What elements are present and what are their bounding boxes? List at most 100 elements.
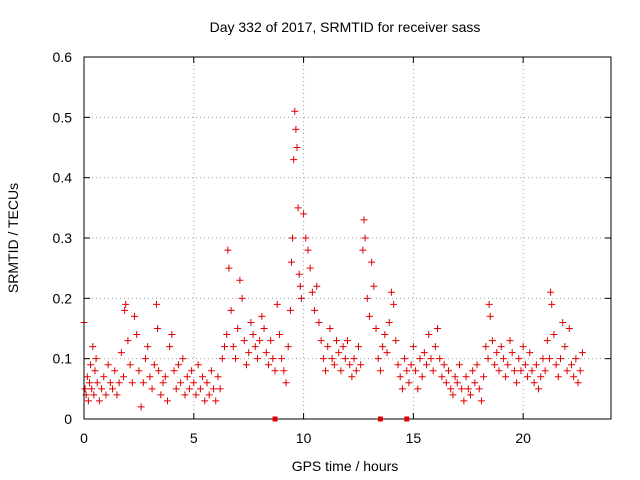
data-point (282, 379, 290, 387)
data-point (528, 367, 536, 375)
data-point (535, 385, 543, 393)
data-point (387, 288, 395, 296)
data-point (150, 361, 158, 369)
data-point (236, 276, 244, 284)
data-point (572, 355, 580, 363)
data-point (530, 379, 538, 387)
data-point (240, 337, 248, 345)
data-point (294, 204, 302, 212)
data-point (177, 379, 185, 387)
x-tick-label: 20 (515, 430, 531, 446)
data-point (216, 385, 224, 393)
data-point (370, 282, 378, 290)
data-point (304, 246, 312, 254)
y-tick-label: 0.6 (53, 49, 73, 65)
data-point (499, 355, 507, 363)
data-point (201, 397, 209, 405)
data-point (491, 361, 499, 369)
x-axis-marker (377, 416, 383, 422)
data-point (519, 343, 527, 351)
data-point (497, 343, 505, 351)
data-point (473, 361, 481, 369)
data-point (271, 367, 279, 375)
data-point (434, 325, 442, 332)
data-point (302, 234, 310, 242)
data-point (504, 361, 512, 369)
data-point (409, 343, 417, 351)
x-tick-label: 10 (296, 430, 312, 446)
data-point (214, 373, 222, 381)
data-point (300, 210, 308, 218)
data-point (232, 355, 240, 363)
x-axis-marker (404, 416, 410, 422)
data-point (541, 367, 549, 375)
data-point (350, 355, 358, 363)
data-point (87, 361, 95, 369)
data-point (185, 385, 193, 393)
data-point (374, 355, 382, 363)
data-point (161, 373, 169, 381)
data-point (157, 391, 165, 399)
data-point (471, 379, 479, 387)
data-point (482, 343, 490, 351)
data-point (486, 312, 494, 320)
data-point (91, 367, 99, 375)
data-point (488, 337, 496, 345)
data-point (192, 391, 200, 399)
data-point (267, 337, 275, 345)
data-point (515, 355, 523, 363)
data-point (227, 306, 235, 314)
y-tick-label: 0 (64, 411, 72, 427)
data-point (203, 379, 211, 387)
data-point (385, 318, 393, 326)
y-tick-label: 0.5 (53, 109, 73, 125)
data-point (561, 343, 569, 351)
data-point (121, 306, 129, 314)
data-point (346, 361, 354, 369)
data-point (445, 367, 453, 375)
data-point (526, 349, 534, 357)
y-tick-label: 0.2 (53, 290, 73, 306)
data-point (359, 246, 367, 254)
data-point (181, 391, 189, 399)
data-point (168, 331, 176, 339)
data-point (423, 361, 431, 369)
data-point (199, 373, 207, 381)
data-point (113, 391, 121, 399)
data-point (286, 306, 294, 314)
data-point (427, 355, 435, 363)
data-point (506, 337, 514, 345)
data-point (379, 343, 387, 351)
data-point (296, 282, 304, 290)
data-point (508, 349, 516, 357)
data-point (548, 300, 556, 308)
data-point (392, 337, 400, 345)
data-point (92, 355, 100, 363)
data-point (152, 300, 160, 308)
data-point (229, 343, 237, 351)
data-point (111, 367, 119, 375)
data-point (194, 361, 202, 369)
data-point (120, 373, 128, 381)
data-point (513, 379, 521, 387)
data-point (324, 343, 332, 351)
data-point (292, 125, 300, 133)
data-point (401, 355, 409, 363)
data-point (90, 391, 98, 399)
data-point (442, 379, 450, 387)
data-point (485, 300, 493, 308)
data-point (319, 355, 327, 363)
data-point (451, 373, 459, 381)
data-point (89, 343, 97, 351)
data-point (405, 379, 413, 387)
data-point (344, 337, 351, 345)
data-point (174, 361, 182, 369)
data-point (115, 379, 123, 387)
x-tick-label: 5 (190, 430, 198, 446)
y-tick-label: 0.4 (53, 170, 73, 186)
data-point (137, 403, 145, 411)
data-point (495, 367, 503, 375)
data-point (547, 288, 555, 296)
data-point (170, 367, 178, 375)
data-point (335, 349, 343, 357)
